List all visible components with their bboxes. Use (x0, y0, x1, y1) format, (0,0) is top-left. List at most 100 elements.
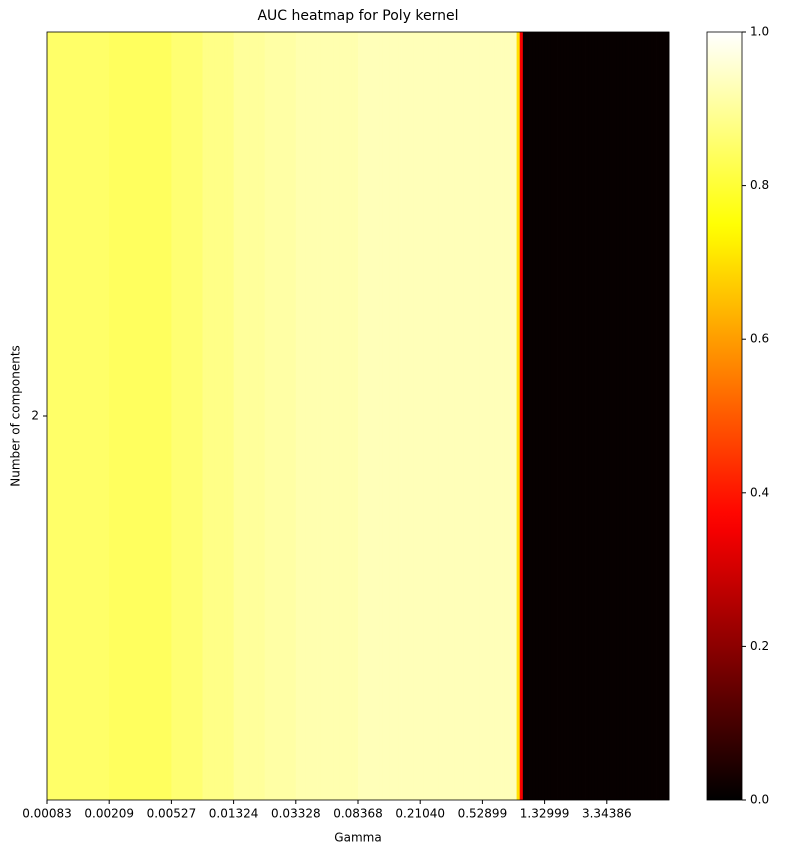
heatmap-cell (68, 32, 73, 800)
heatmap-cell (407, 32, 412, 800)
heatmap-cell (112, 32, 116, 800)
heatmap-cell (333, 32, 337, 800)
heatmap-cell (236, 32, 241, 800)
x-tick-label: 0.01324 (209, 807, 259, 821)
heatmap-cell (423, 32, 427, 800)
heatmap-cell (628, 32, 633, 800)
heatmap-cell (656, 32, 661, 800)
heatmap-cell (519, 32, 524, 800)
heatmap-cell (314, 32, 318, 800)
heatmap-cell (106, 32, 110, 800)
heatmap-cell (274, 32, 278, 800)
heatmap-cell (177, 32, 182, 800)
heatmap-cell (227, 32, 231, 800)
heatmap-cell (221, 32, 225, 800)
heatmap-cell (71, 32, 76, 800)
heatmap-cell (134, 32, 138, 800)
heatmap-cell (124, 32, 129, 800)
heatmap-cell (578, 32, 583, 800)
heatmap-cell (295, 32, 300, 800)
heatmap-cell (152, 32, 157, 800)
y-tick-label: 2 (31, 409, 39, 423)
colorbar-tick-label: 0.8 (750, 178, 769, 192)
heatmap-cell (659, 32, 664, 800)
heatmap-cell (96, 32, 101, 800)
heatmap-cell (665, 32, 670, 800)
heatmap-cell (320, 32, 325, 800)
heatmap-cell (339, 32, 343, 800)
heatmap-cell (298, 32, 303, 800)
heatmap-cell (330, 32, 334, 800)
heatmap-cell (594, 32, 598, 800)
heatmap-cell (358, 32, 362, 800)
heatmap-cell (342, 32, 346, 800)
heatmap-cell (127, 32, 132, 800)
x-tick-label: 0.00083 (22, 807, 72, 821)
heatmap-cell (460, 32, 465, 800)
heatmap-cell (529, 32, 533, 800)
heatmap-cell (264, 32, 269, 800)
heatmap-cell (208, 32, 213, 800)
x-tick-label: 0.00209 (84, 807, 134, 821)
heatmap-cell (56, 32, 60, 800)
heatmap-cell (457, 32, 462, 800)
heatmap-cell (190, 32, 194, 800)
heatmap-cell (186, 32, 191, 800)
heatmap-cell (137, 32, 141, 800)
heatmap-cell (438, 32, 443, 800)
heatmap-cell (174, 32, 179, 800)
heatmap-cell (662, 32, 667, 800)
heatmap-cell (491, 32, 496, 800)
heatmap-cell (482, 32, 486, 800)
heatmap-cell (591, 32, 595, 800)
heatmap-cell (118, 32, 123, 800)
heatmap-cell (62, 32, 67, 800)
heatmap-cell (541, 32, 545, 800)
heatmap-cell (507, 32, 511, 800)
heatmap-cell (323, 32, 328, 800)
heatmap-cell (326, 32, 331, 800)
y-axis-label: Number of components (9, 345, 23, 487)
x-axis-label: Gamma (334, 831, 381, 845)
heatmap-cell (87, 32, 91, 800)
heatmap-cell (93, 32, 98, 800)
x-tick-label: 0.08368 (333, 807, 383, 821)
colorbar-tick-label: 1.0 (750, 25, 769, 39)
heatmap-cell (647, 32, 651, 800)
heatmap-cell (305, 32, 309, 800)
heatmap-cell (392, 32, 396, 800)
heatmap-cell (109, 32, 113, 800)
heatmap-cell (90, 32, 95, 800)
x-tick-label: 3.34386 (582, 807, 632, 821)
heatmap-cell (389, 32, 393, 800)
heatmap-cell (261, 32, 266, 800)
chart-title: AUC heatmap for Poly kernel (257, 8, 458, 24)
colorbar-tick-label: 0.2 (750, 639, 769, 653)
heatmap-cell (603, 32, 608, 800)
heatmap-cell (382, 32, 387, 800)
heatmap-cell (202, 32, 207, 800)
heatmap-cell (65, 32, 70, 800)
x-tick-label: 0.03328 (271, 807, 321, 821)
heatmap-cell (146, 32, 151, 800)
heatmap-cell (78, 32, 82, 800)
heatmap-cell (354, 32, 359, 800)
heatmap-cell (441, 32, 446, 800)
heatmap-cell (277, 32, 281, 800)
heatmap-cell (401, 32, 406, 800)
heatmap-cell (286, 32, 290, 800)
heatmap-cell (650, 32, 654, 800)
heatmap-cell (566, 32, 570, 800)
heatmap-cell (162, 32, 166, 800)
heatmap-cell (165, 32, 169, 800)
heatmap-cell (631, 32, 636, 800)
heatmap-cell (516, 32, 521, 800)
heatmap-cell (270, 32, 275, 800)
heatmap-cell (404, 32, 409, 800)
x-tick-label: 0.21040 (395, 807, 445, 821)
heatmap-cell (525, 32, 530, 800)
heatmap-cell (426, 32, 430, 800)
heatmap-cell (205, 32, 210, 800)
heatmap-cell (619, 32, 623, 800)
heatmap-cell (233, 32, 238, 800)
